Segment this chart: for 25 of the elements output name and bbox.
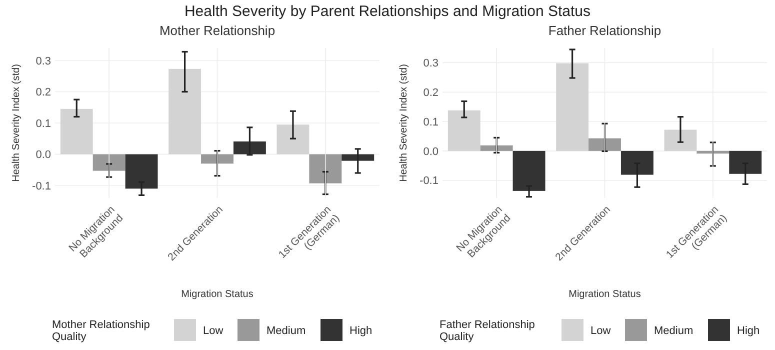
y-tick-label: -0.1 — [420, 175, 438, 188]
legend-label: Low — [203, 324, 224, 337]
legend-title: Mother Relationship Quality — [52, 318, 150, 343]
y-tick-label: 0.3 — [423, 58, 438, 70]
legend-label: Low — [590, 324, 611, 337]
y-axis-title: Health Severity Index (std) — [11, 64, 22, 182]
y-tick-label: 0.2 — [423, 86, 438, 99]
x-axis-title: Migration Status — [181, 289, 254, 300]
legend-label: Medium — [266, 324, 306, 337]
y-tick-label: -0.1 — [32, 180, 51, 192]
x-axis-title: Migration Status — [568, 289, 641, 300]
y-tick-label: 0.1 — [423, 116, 438, 128]
chart-subtitle: Mother Relationship — [159, 23, 276, 38]
y-tick-label: 0.2 — [36, 86, 51, 99]
y-tick-label: 0.0 — [36, 149, 51, 162]
legend-title: Father Relationship Quality — [440, 318, 535, 343]
y-tick-label: 0.3 — [36, 55, 51, 68]
chart-title: Health Severity by Parent Relationships and Migration Status — [184, 3, 591, 20]
legend-label: High — [350, 324, 372, 337]
y-tick-label: 0.1 — [36, 118, 51, 130]
legend-label: High — [737, 324, 760, 337]
legend-label: Medium — [654, 324, 694, 337]
y-tick-label: 0.0 — [423, 146, 438, 158]
chart-subtitle: Father Relationship — [548, 23, 662, 38]
y-axis-title: Health Severity Index (std) — [398, 64, 410, 182]
